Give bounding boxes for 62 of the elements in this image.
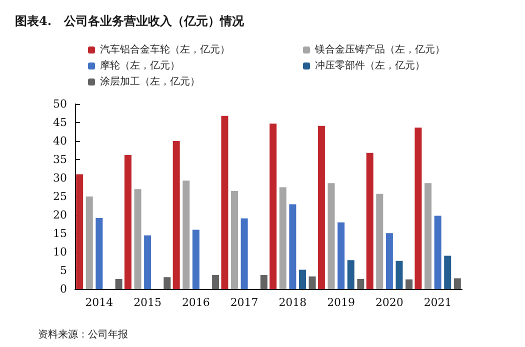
bar (192, 230, 200, 289)
bar (172, 141, 180, 289)
bar (76, 174, 84, 289)
y-tick-label: 25 (53, 190, 67, 203)
legend-label: 镁合金压铸产品（左，亿元） (314, 44, 445, 56)
x-tick-label: 2015 (134, 296, 162, 309)
x-tick-label: 2019 (327, 296, 356, 309)
bar (454, 278, 461, 289)
bar (124, 155, 132, 289)
bar (96, 218, 103, 289)
bar (328, 183, 335, 289)
x-tick-label: 2014 (85, 296, 114, 309)
bar (318, 126, 325, 289)
bar (424, 183, 432, 289)
x-tick-label: 2017 (230, 296, 258, 309)
bar (270, 124, 277, 289)
bar (260, 274, 268, 289)
bar (347, 260, 354, 289)
legend-label: 汽车铝合金车轮（左，亿元） (100, 44, 230, 56)
y-tick-label: 35 (53, 153, 67, 166)
bar (231, 190, 238, 289)
bar (86, 196, 93, 289)
y-tick-label: 0 (60, 282, 67, 296)
y-tick-label: 10 (53, 246, 67, 258)
text: 资料来源：公司年报 (38, 328, 128, 340)
x-tick-label: 2021 (424, 296, 452, 309)
y-tick-label: 45 (53, 116, 67, 129)
bar (338, 222, 345, 289)
legend-label: 摩轮（左，亿元） (100, 60, 180, 72)
x-tick-label: 2018 (278, 296, 307, 309)
bar (308, 276, 316, 289)
bar (212, 274, 220, 289)
y-tick-label: 40 (53, 134, 67, 148)
x-tick-label: 2016 (182, 296, 210, 309)
x-tick-label: 2020 (375, 296, 404, 309)
legend-label: 冲压零部件（左，亿元） (315, 60, 425, 72)
bar (221, 116, 228, 289)
bar (357, 279, 364, 289)
bar (115, 279, 122, 289)
bar (298, 270, 306, 289)
bar (279, 187, 286, 289)
y-tick-label: 30 (53, 172, 67, 184)
chart-title: 图表4. 公司各业务营业收入（亿元）情况 (15, 14, 246, 28)
y-tick-label: 15 (53, 227, 67, 240)
y-tick-label: 5 (60, 264, 67, 277)
bar (376, 194, 384, 289)
y-tick-label: 20 (53, 208, 67, 222)
bar (134, 189, 142, 289)
y-tick-label: 50 (53, 98, 67, 110)
bar (444, 256, 452, 289)
bar (396, 260, 403, 289)
bar (406, 279, 413, 289)
bar (289, 204, 296, 289)
bar (414, 128, 422, 289)
legend-label: 涂层加工（左，亿元） (100, 76, 200, 88)
bar (434, 216, 442, 289)
bar (366, 152, 374, 289)
bar (144, 235, 152, 289)
bar (240, 218, 248, 289)
bar (386, 233, 393, 289)
bar (182, 180, 190, 289)
bar (164, 277, 171, 289)
